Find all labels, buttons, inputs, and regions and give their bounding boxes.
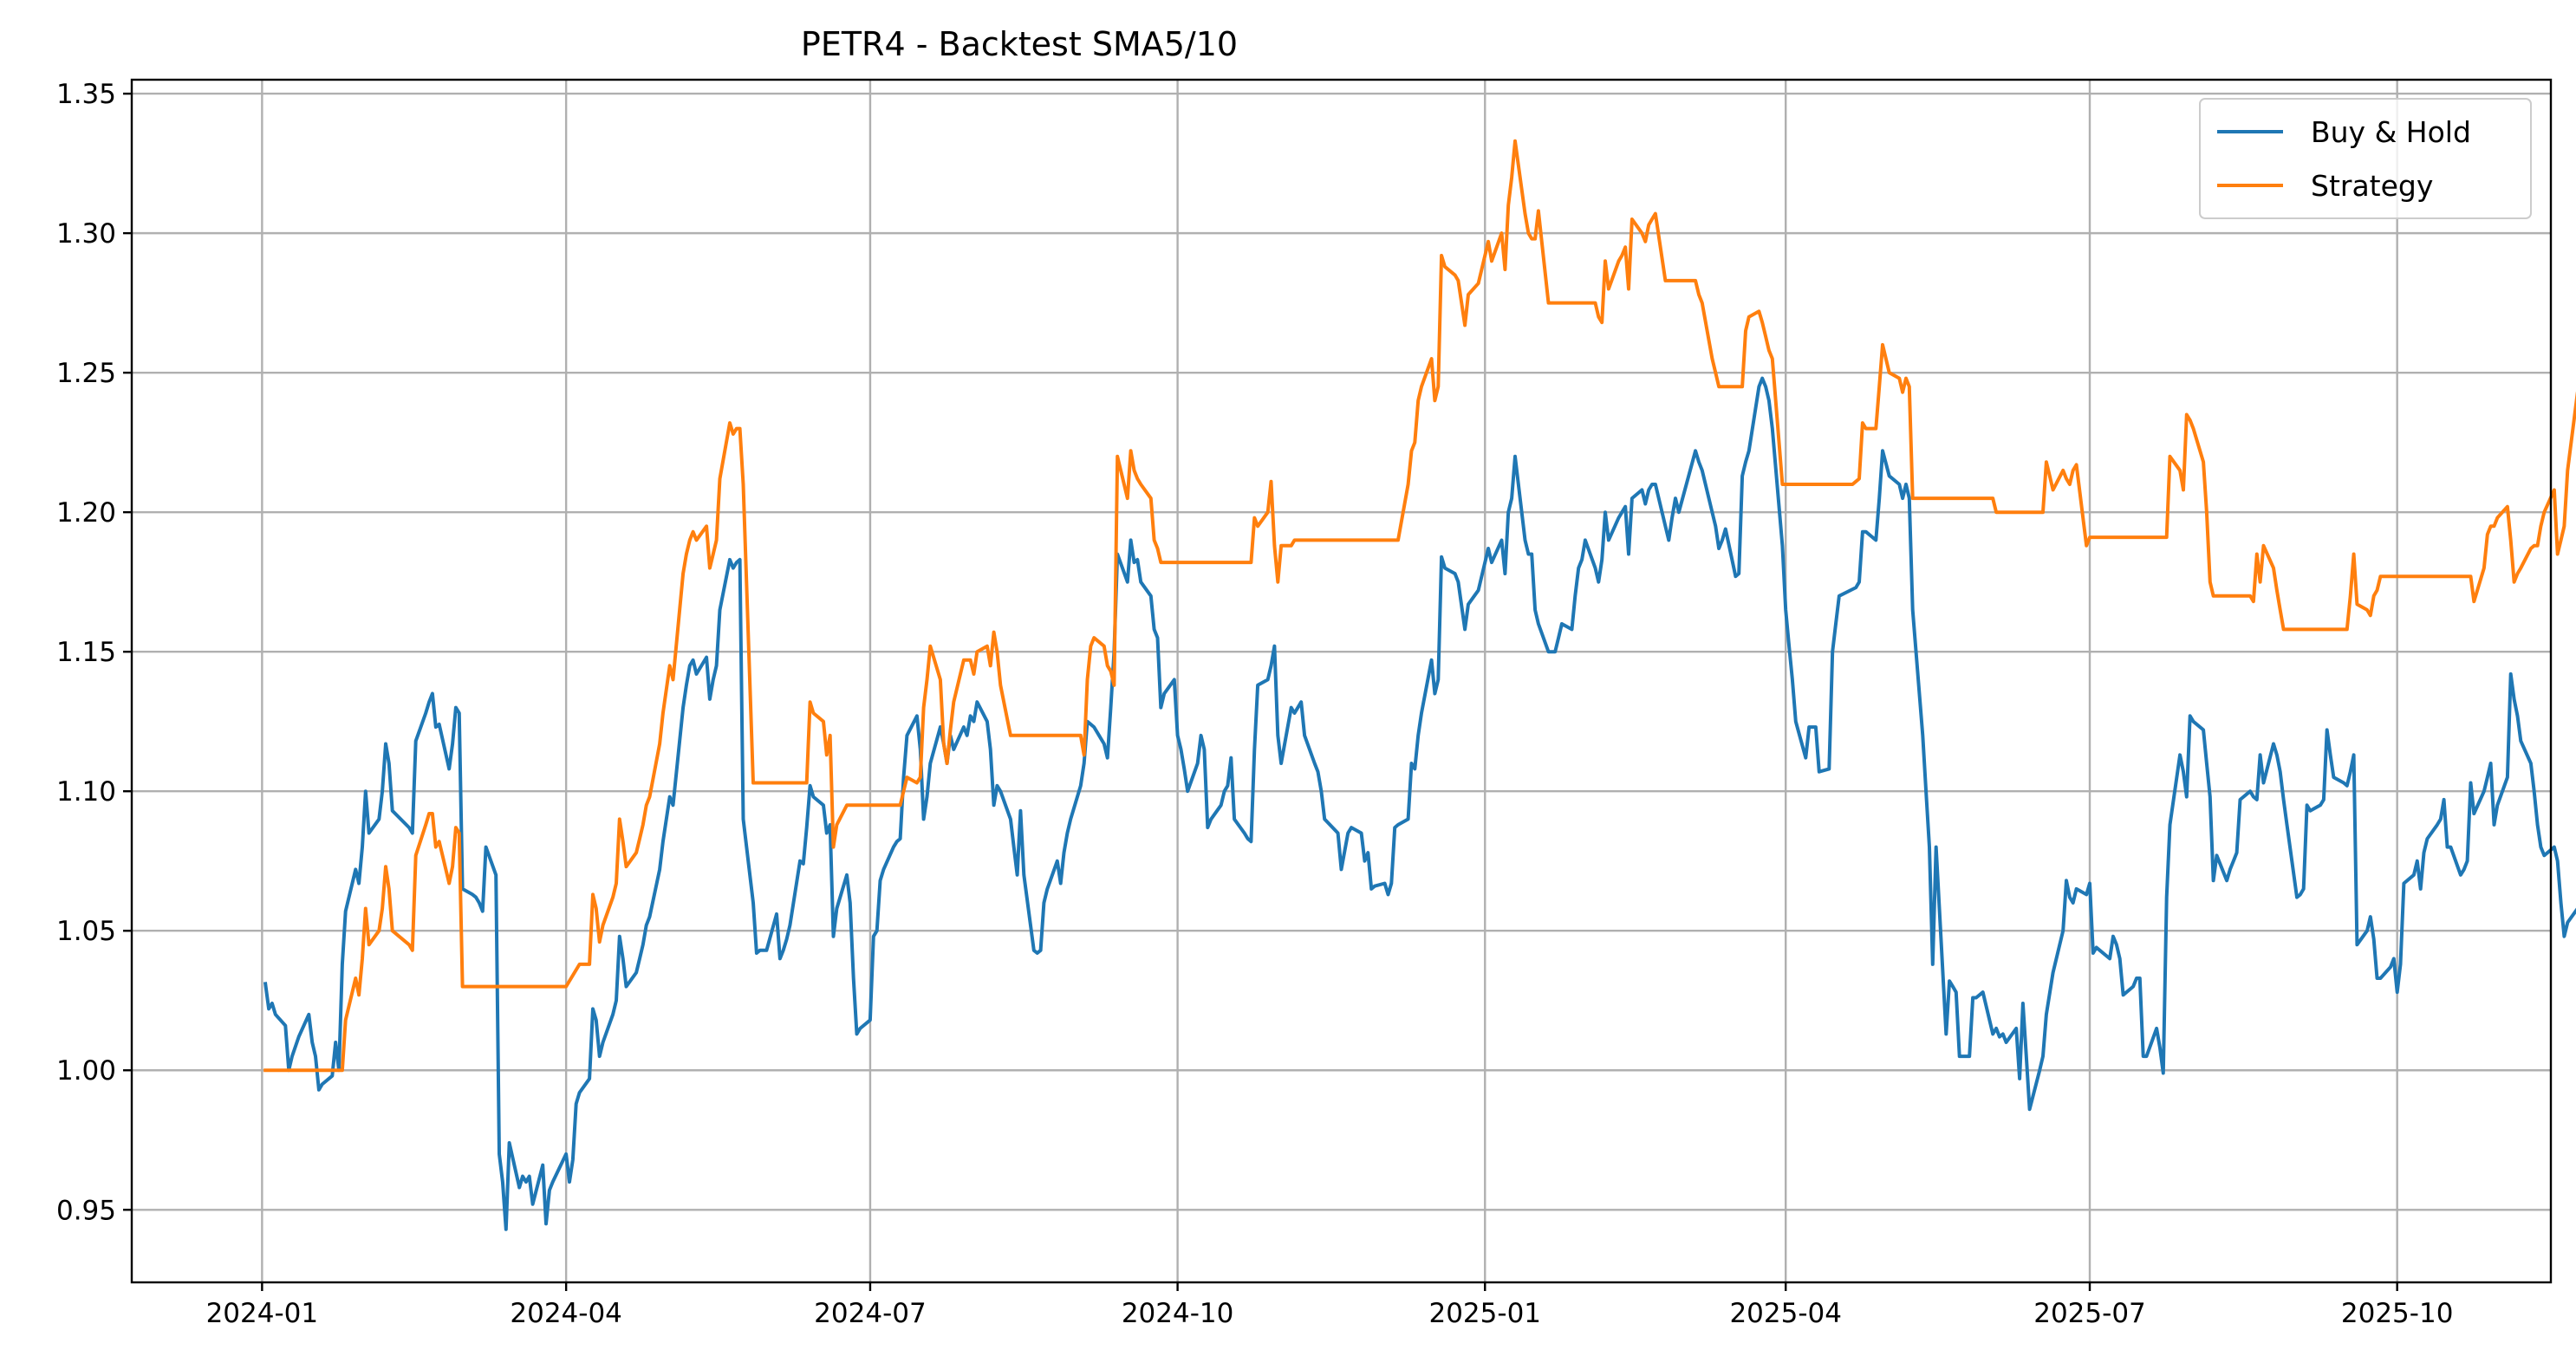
y-tick-label: 1.00 (56, 1055, 116, 1087)
plot-area-frame (130, 78, 2553, 1284)
legend-box (2199, 98, 2532, 219)
y-tick-label: 1.35 (56, 79, 116, 110)
y-tick-label: 1.20 (56, 497, 116, 529)
legend: Buy & Hold Strategy (2199, 98, 2532, 219)
x-axis: 2024-01 2024-04 2024-07 2024-10 2025-01 2025-… (206, 1282, 2454, 1329)
y-tick-label: 0.95 (56, 1195, 116, 1226)
legend-label: Buy & Hold (2311, 115, 2471, 149)
x-tick-label: 2025-01 (1428, 1298, 1541, 1329)
y-axis: 0.95 1.00 1.05 1.10 1.15 1.20 1.25 1.30 1.35 (56, 79, 132, 1226)
y-tick-label: 1.30 (56, 218, 116, 250)
x-tick-label: 2024-07 (814, 1298, 927, 1329)
x-tick-label: 2024-01 (206, 1298, 319, 1329)
series-line-strategy (263, 139, 2576, 1073)
y-tick-label: 1.05 (56, 916, 116, 947)
x-tick-label: 2025-07 (2033, 1298, 2146, 1329)
series-line-buy-hold (263, 376, 2576, 1231)
series-lines (263, 139, 2576, 1231)
y-tick-label: 1.10 (56, 776, 116, 808)
x-tick-label: 2024-10 (1122, 1298, 1234, 1329)
legend-label: Strategy (2311, 169, 2433, 203)
x-tick-label: 2025-04 (1729, 1298, 1842, 1329)
grid-lines (132, 80, 2551, 1282)
y-tick-label: 1.25 (56, 358, 116, 389)
chart-title: PETR4 - Backtest SMA5/10 (801, 25, 1238, 63)
y-tick-label: 1.15 (56, 637, 116, 668)
x-tick-label: 2025-10 (2341, 1298, 2454, 1329)
x-tick-label: 2024-04 (510, 1298, 622, 1329)
